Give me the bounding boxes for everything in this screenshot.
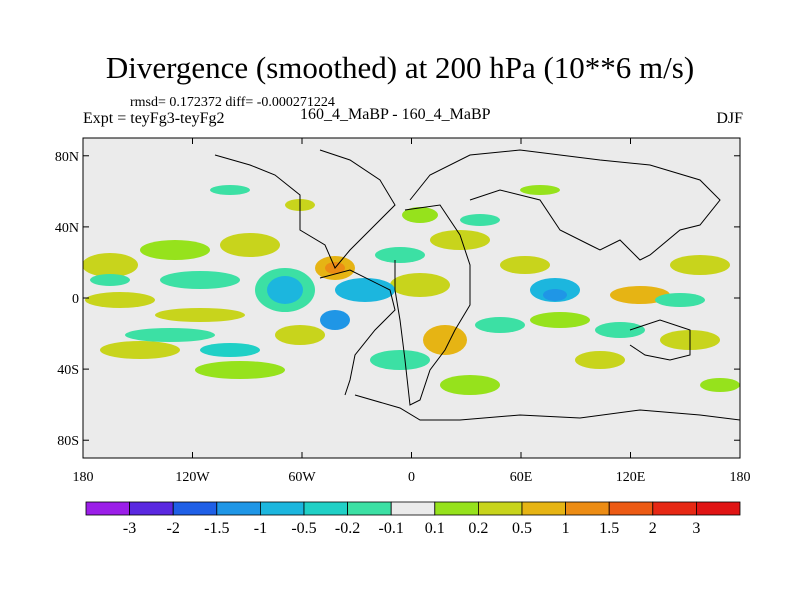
- anomaly-blob: [423, 325, 467, 355]
- coastline-africa: [394, 204, 471, 406]
- colorbar-swatch: [434, 501, 479, 516]
- anomaly-blob: [220, 233, 280, 257]
- anomaly-blob: [140, 240, 210, 260]
- anomaly-blob: [155, 308, 245, 322]
- y-tick-label: 40S: [57, 363, 79, 378]
- experiment-label: Expt = teyFg3-teyFg2: [83, 110, 225, 127]
- y-tick-label: 80N: [55, 150, 79, 165]
- anomaly-blob: [275, 325, 325, 345]
- anomaly-blob: [335, 278, 395, 302]
- colorbar-label: 3: [692, 520, 700, 537]
- colorbar-label: 1.5: [599, 520, 619, 537]
- colorbar-swatch: [347, 501, 392, 516]
- anomaly-blob: [610, 286, 670, 304]
- colorbar-swatch: [390, 501, 436, 516]
- anomaly-blob: [655, 293, 705, 307]
- colorbar-swatch: [477, 501, 523, 516]
- anomaly-blob: [500, 256, 550, 274]
- anomaly-blob: [100, 341, 180, 359]
- colorbar-label: -3: [123, 520, 136, 537]
- anomaly-blob: [475, 317, 525, 333]
- rmsd-diff-stats: rmsd= 0.172372 diff= -0.000271224: [130, 95, 335, 110]
- anomaly-blob: [160, 271, 240, 289]
- anomaly-blob: [195, 361, 285, 379]
- colorbar-swatch: [608, 501, 654, 516]
- anomaly-blob: [210, 185, 250, 195]
- anomaly-blob: [670, 255, 730, 275]
- divergence-field: [83, 185, 740, 395]
- colorbar-swatch: [696, 501, 741, 516]
- anomaly-blob: [595, 322, 645, 338]
- anomaly-blob: [402, 207, 438, 223]
- colorbar-label: -1: [254, 520, 267, 537]
- colorbar-label: 0.1: [425, 520, 445, 537]
- y-tick-label: 80S: [57, 434, 79, 449]
- x-tick-label: 60E: [510, 470, 533, 485]
- colorbar: -3 -2 -1.5 -1 -0.5 -0.2 -0.1 0.1 0.2 0.5 1 1.5 2 3: [85, 501, 741, 537]
- colorbar-swatch: [652, 501, 697, 516]
- anomaly-blob: [125, 328, 215, 342]
- chart-title: Divergence (smoothed) at 200 hPa (10**6 …: [105, 50, 695, 85]
- coastline-north-america: [214, 149, 396, 269]
- anomaly-blob: [90, 274, 130, 286]
- colorbar-label: -2: [167, 520, 180, 537]
- colorbar-label: 1: [562, 520, 570, 537]
- y-axis: 80N 40N 0 40S 80S: [55, 150, 740, 449]
- anomaly-blob: [543, 289, 567, 301]
- x-tick-label: 120E: [616, 470, 646, 485]
- colorbar-label: -0.2: [335, 520, 360, 537]
- coastline-australia: [629, 319, 691, 361]
- colorbar-label: 0.5: [512, 520, 532, 537]
- negative-anomaly-regions: [90, 185, 705, 370]
- anomaly-blob: [370, 350, 430, 370]
- x-tick-label: 180: [73, 470, 94, 485]
- colorbar-swatch: [303, 501, 348, 516]
- anomaly-blob: [520, 185, 560, 195]
- colorbar-label: -1.5: [204, 520, 229, 537]
- case-label: 160_4_MaBP - 160_4_MaBP: [300, 106, 491, 123]
- y-tick-label: 40N: [55, 221, 79, 236]
- colorbar-label: 0.2: [468, 520, 488, 537]
- season-label: DJF: [716, 110, 743, 127]
- coastlines: [214, 149, 740, 421]
- colorbar-swatch: [216, 501, 261, 516]
- colorbar-swatch: [565, 501, 610, 516]
- anomaly-blob: [83, 253, 138, 277]
- colorbar-swatch: [172, 501, 218, 516]
- x-tick-label: 180: [730, 470, 751, 485]
- anomaly-blob: [85, 292, 155, 308]
- x-tick-label: 0: [408, 470, 415, 485]
- anomaly-blob: [390, 273, 450, 297]
- coastline-antarctica: [354, 394, 740, 421]
- y-tick-label: 0: [72, 292, 79, 307]
- coastline-south-america: [319, 269, 396, 396]
- anomaly-blob: [440, 375, 500, 395]
- x-tick-label: 120W: [175, 470, 210, 485]
- anomaly-blob: [530, 312, 590, 328]
- colorbar-swatch: [85, 501, 130, 516]
- x-tick-label: 60W: [288, 470, 316, 485]
- x-axis: 180 120W 60W 0 60E 120E 180: [73, 138, 751, 485]
- colorbar-swatch: [521, 501, 566, 516]
- colorbar-label: -0.1: [379, 520, 404, 537]
- anomaly-blob: [375, 247, 425, 263]
- positive-anomaly-regions: [83, 185, 740, 395]
- anomaly-blob: [200, 343, 260, 357]
- anomaly-blob: [460, 214, 500, 226]
- anomaly-blob: [320, 310, 350, 330]
- colorbar-swatch: [129, 501, 174, 516]
- anomaly-blob: [267, 276, 303, 304]
- colorbar-label: -0.5: [291, 520, 316, 537]
- colorbar-swatch: [259, 501, 305, 516]
- anomaly-blob: [700, 378, 740, 392]
- colorbar-label: 2: [649, 520, 657, 537]
- anomaly-blob: [430, 230, 490, 250]
- coastline-eurasia: [409, 149, 721, 261]
- anomaly-blob: [575, 351, 625, 369]
